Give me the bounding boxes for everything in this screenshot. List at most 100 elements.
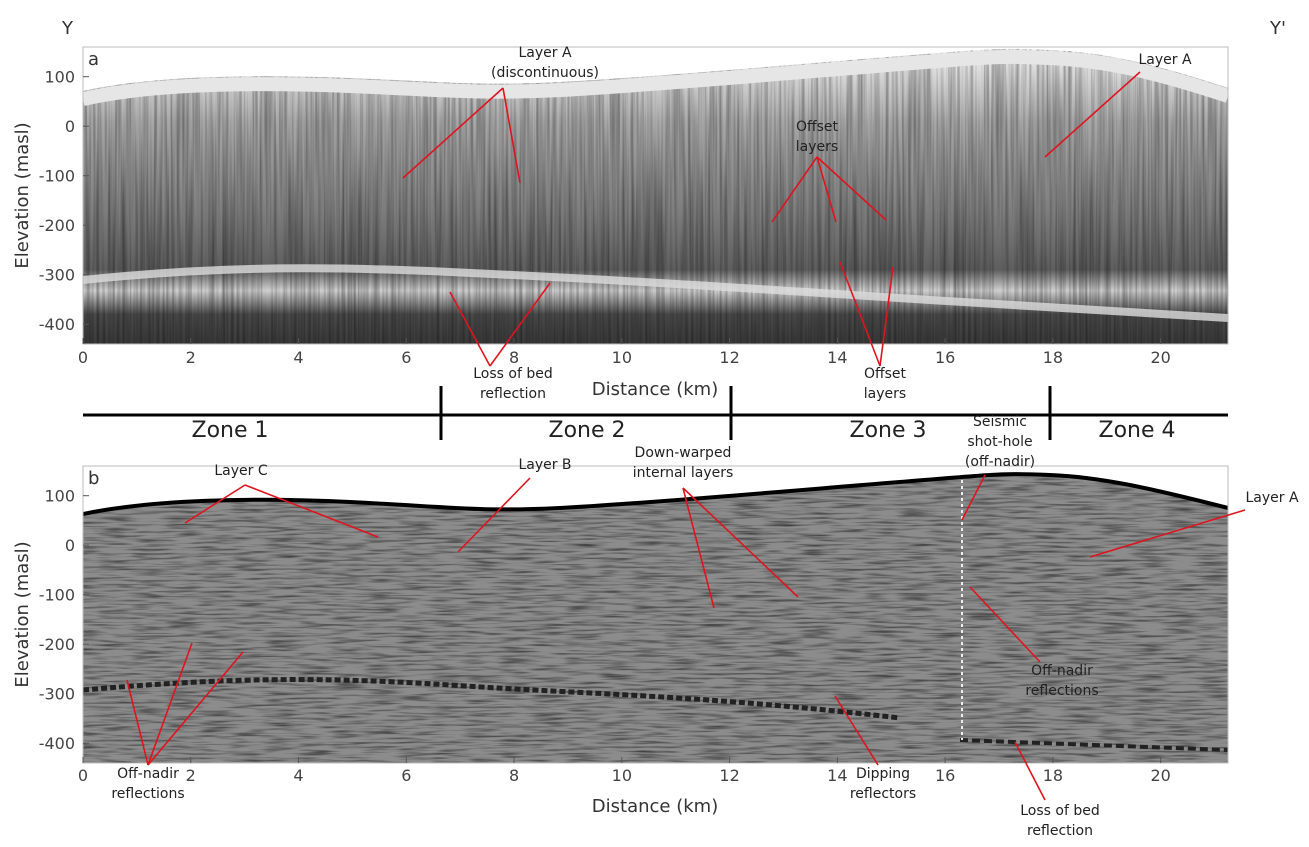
leader-line bbox=[816, 156, 887, 221]
leader-line bbox=[126, 679, 149, 766]
y-tick-label: -400 bbox=[39, 315, 75, 334]
annotation: Off-nadir bbox=[1031, 663, 1093, 679]
x-tick-label: 12 bbox=[719, 766, 739, 785]
x-tick-label: 2 bbox=[186, 766, 196, 785]
radargram-a bbox=[83, 47, 1228, 344]
y-tick-label: -300 bbox=[39, 266, 75, 285]
leader-line bbox=[449, 291, 491, 367]
annotation: layers bbox=[796, 139, 838, 155]
leader-line bbox=[402, 87, 504, 179]
leader-line bbox=[969, 586, 1041, 663]
annotation: (off-nadir) bbox=[965, 454, 1035, 470]
x-tick-label: 16 bbox=[935, 766, 955, 785]
annotation: Offset bbox=[864, 366, 907, 382]
y-tick-label: -100 bbox=[39, 167, 75, 186]
leader-line bbox=[502, 87, 521, 184]
x-tick-label: 12 bbox=[719, 348, 739, 367]
plot-frame bbox=[82, 465, 1229, 764]
annotation: internal layers bbox=[633, 465, 734, 481]
y-tick-label: -200 bbox=[39, 635, 75, 654]
annotation: reflection bbox=[1027, 823, 1093, 839]
x-axis-label: Distance (km) bbox=[592, 796, 718, 817]
leader-line bbox=[879, 266, 894, 367]
x-tick-label: 18 bbox=[1043, 348, 1063, 367]
x-axis-label: Distance (km) bbox=[592, 379, 718, 400]
x-tick-label: 2 bbox=[186, 348, 196, 367]
leader-line bbox=[771, 156, 818, 223]
x-tick-label: 14 bbox=[827, 348, 847, 367]
annotation: layers bbox=[864, 386, 906, 402]
leader-line bbox=[682, 487, 715, 609]
x-tick-label: 8 bbox=[509, 766, 519, 785]
annotation: (discontinuous) bbox=[491, 65, 599, 81]
annotation: Layer A bbox=[1245, 490, 1298, 506]
x-tick-label: 10 bbox=[612, 766, 632, 785]
y-tick-label: 0 bbox=[65, 536, 75, 555]
annotation: Offset bbox=[796, 119, 839, 135]
y-tick-label: -200 bbox=[39, 216, 75, 235]
annotation: Off-nadir bbox=[117, 766, 179, 782]
leader-line bbox=[839, 261, 881, 367]
y-tick-label: -300 bbox=[39, 685, 75, 704]
panel-letter: a bbox=[88, 49, 99, 70]
leader-line bbox=[184, 484, 246, 524]
annotation: Loss of bed bbox=[1020, 803, 1100, 819]
x-tick-label: 4 bbox=[293, 348, 303, 367]
leader-line bbox=[961, 474, 986, 521]
leader-line bbox=[1014, 741, 1046, 801]
x-tick-label: 6 bbox=[401, 348, 411, 367]
x-tick-label: 8 bbox=[509, 348, 519, 367]
y-tick-label: -400 bbox=[39, 734, 75, 753]
x-tick-label: 10 bbox=[612, 348, 632, 367]
annotation: shot-hole bbox=[967, 434, 1032, 450]
leader-line bbox=[244, 484, 379, 538]
zone-label: Zone 4 bbox=[1099, 418, 1176, 443]
leader-line bbox=[834, 695, 879, 766]
annotation: Layer C bbox=[214, 463, 267, 479]
annotation: reflectors bbox=[850, 786, 916, 802]
leader-line bbox=[1044, 71, 1141, 158]
annotation: Dipping bbox=[856, 766, 910, 782]
zone-label: Zone 2 bbox=[549, 418, 626, 443]
x-tick-label: 6 bbox=[401, 766, 411, 785]
plot-frame bbox=[82, 46, 1229, 345]
annotation: Seismic bbox=[973, 414, 1027, 430]
y-tick-label: 100 bbox=[44, 487, 75, 506]
leader-line bbox=[147, 642, 193, 766]
y-tick-label: -100 bbox=[39, 586, 75, 605]
leader-line bbox=[816, 156, 837, 223]
x-tick-label: 0 bbox=[78, 348, 88, 367]
annotation: reflection bbox=[480, 386, 546, 402]
x-tick-label: 18 bbox=[1043, 766, 1063, 785]
x-tick-label: 14 bbox=[827, 766, 847, 785]
annotation: Layer A bbox=[518, 45, 571, 61]
leader-line bbox=[489, 282, 551, 367]
leader-line bbox=[457, 477, 531, 553]
corner-label: Y' bbox=[1269, 18, 1286, 39]
zone-divider bbox=[83, 386, 1228, 440]
y-axis-label: Elevation (masl) bbox=[12, 541, 33, 687]
annotation: reflections bbox=[1025, 683, 1098, 699]
corner-label: Y bbox=[61, 18, 74, 39]
x-tick-label: 20 bbox=[1150, 348, 1170, 367]
x-tick-label: 4 bbox=[293, 766, 303, 785]
annotation: Loss of bed bbox=[473, 366, 553, 382]
zone-label: Zone 1 bbox=[192, 418, 269, 443]
x-tick-label: 20 bbox=[1150, 766, 1170, 785]
x-tick-label: 16 bbox=[935, 348, 955, 367]
annotation: reflections bbox=[111, 786, 184, 802]
zone-label: Zone 3 bbox=[850, 418, 927, 443]
annotation: Down-warped bbox=[635, 445, 732, 461]
radargram-b bbox=[83, 466, 1228, 763]
annotation: Layer B bbox=[518, 457, 571, 473]
panel-letter: b bbox=[88, 468, 99, 489]
y-axis-label: Elevation (masl) bbox=[12, 122, 33, 268]
x-tick-label: 0 bbox=[78, 766, 88, 785]
leader-line bbox=[147, 651, 244, 766]
leader-line bbox=[1089, 509, 1246, 558]
y-tick-label: 100 bbox=[44, 68, 75, 87]
annotation: Layer A bbox=[1138, 52, 1191, 68]
y-tick-label: 0 bbox=[65, 117, 75, 136]
leader-line bbox=[682, 487, 799, 598]
